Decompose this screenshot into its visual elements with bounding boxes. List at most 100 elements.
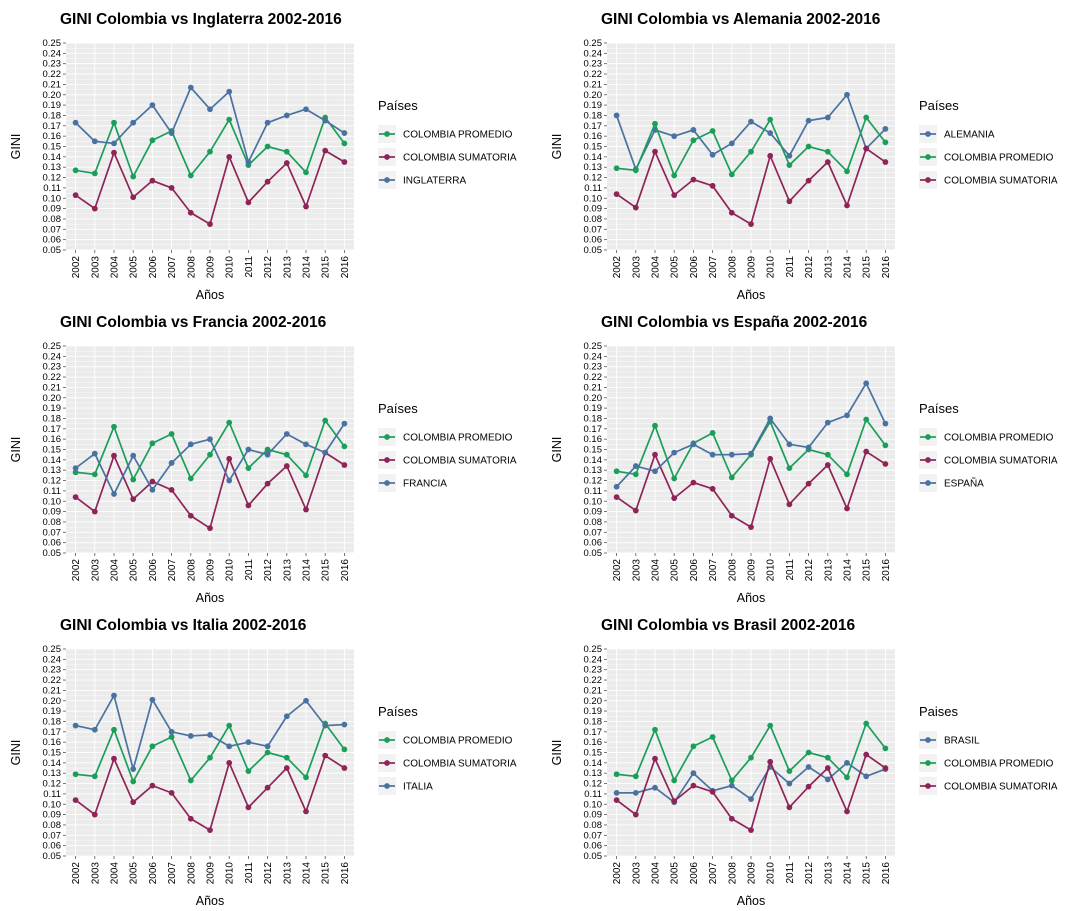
data-point (149, 743, 156, 750)
x-tick-label: 2005 (670, 862, 681, 885)
legend-title: Países (378, 98, 418, 113)
gini-line-chart: 0.050.060.070.080.090.100.110.120.130.14… (9, 617, 517, 908)
x-tick-label: 2015 (321, 256, 332, 279)
data-point (671, 777, 678, 784)
y-tick-label: 0.14 (43, 455, 62, 466)
legend-item-label: ALEMANIA (944, 130, 995, 141)
data-point (805, 177, 812, 184)
data-point (824, 451, 831, 458)
data-point (882, 442, 889, 449)
x-tick-label: 2005 (129, 862, 140, 885)
data-point (652, 468, 658, 475)
data-point (690, 479, 697, 486)
x-tick-label: 2015 (862, 559, 873, 582)
y-tick-label: 0.06 (584, 235, 603, 246)
data-point (111, 119, 117, 126)
data-point (130, 173, 137, 180)
y-tick-label: 0.20 (43, 393, 62, 404)
data-point (690, 770, 697, 777)
data-point (652, 120, 658, 127)
data-point (805, 117, 812, 124)
y-tick-label: 0.23 (584, 665, 603, 676)
data-point (207, 148, 213, 155)
y-tick-label: 0.08 (43, 820, 62, 831)
data-point (863, 416, 870, 423)
x-tick-label: 2011 (244, 862, 255, 884)
legend-key-point (384, 434, 390, 440)
data-point (226, 116, 233, 123)
legend-key-point (925, 480, 931, 486)
data-point (322, 417, 329, 424)
data-point (303, 472, 309, 479)
data-point (748, 118, 754, 125)
data-point (652, 726, 658, 733)
data-point (690, 743, 697, 750)
data-point (748, 221, 754, 228)
series-colombia-sumatoria (72, 147, 348, 228)
data-point (341, 443, 348, 450)
x-tick-label: 2014 (302, 559, 313, 582)
x-tick-label: 2012 (263, 862, 274, 885)
data-point (91, 170, 98, 177)
data-point (91, 471, 98, 478)
x-tick-label: 2008 (186, 862, 197, 885)
series-italia (72, 692, 348, 772)
legend: Países COLOMBIA PROMEDIO COLOMBIA SUMATORI… (378, 704, 517, 795)
y-tick-label: 0.18 (584, 716, 603, 727)
y-tick-label: 0.09 (43, 810, 62, 821)
data-point (207, 732, 213, 738)
y-tick-label: 0.07 (584, 527, 603, 538)
data-point (91, 773, 98, 780)
data-point (149, 478, 156, 485)
legend-title: Países (378, 401, 418, 416)
chart-title: GINI Colombia vs Brasil 2002-2016 (601, 617, 856, 634)
data-point (264, 743, 271, 750)
data-point (207, 436, 213, 443)
gini-line-chart: 0.050.060.070.080.090.100.110.120.130.14… (550, 11, 1058, 302)
x-tick-label: 2016 (881, 559, 892, 582)
data-point (168, 460, 175, 466)
data-point (786, 152, 793, 159)
data-point (767, 415, 774, 422)
data-point (149, 782, 156, 789)
legend-key-point (925, 131, 931, 137)
x-tick-label: 2014 (843, 256, 854, 279)
data-point (283, 148, 290, 155)
chart-title: GINI Colombia vs España 2002-2016 (601, 314, 868, 331)
data-point (111, 692, 117, 699)
y-tick-label: 0.06 (584, 841, 603, 852)
legend-key-point (925, 783, 931, 789)
x-axis-label: Años (737, 894, 766, 908)
y-tick-label: 0.09 (584, 810, 603, 821)
data-point (168, 734, 175, 740)
legend: Países COLOMBIA PROMEDIO COLOMBIA SUMATORI… (378, 401, 517, 492)
data-point (844, 808, 850, 815)
data-point (341, 765, 348, 771)
grid-lines (607, 648, 895, 857)
y-tick-label: 0.12 (43, 476, 62, 487)
y-tick-label: 0.08 (43, 214, 62, 225)
y-tick-label: 0.21 (43, 79, 62, 90)
data-point (824, 765, 831, 771)
y-tick-label: 0.13 (584, 162, 603, 173)
y-tick-label: 0.17 (584, 727, 603, 738)
data-point (283, 160, 290, 166)
x-tick-label: 2003 (631, 559, 642, 582)
y-tick-label: 0.08 (43, 517, 62, 528)
y-tick-label: 0.14 (584, 152, 603, 163)
y-tick-label: 0.24 (584, 654, 603, 665)
series-colombia-sumatoria (613, 448, 889, 531)
data-point (709, 430, 716, 436)
data-point (748, 827, 754, 834)
data-point (207, 525, 213, 532)
data-point (72, 771, 79, 778)
data-point (245, 768, 252, 775)
legend-key-point (384, 783, 390, 789)
data-point (283, 463, 290, 469)
data-point (303, 506, 309, 513)
data-point (130, 452, 137, 459)
data-point (341, 420, 348, 427)
y-tick-label: 0.07 (584, 224, 603, 235)
y-tick-label: 0.22 (43, 372, 62, 383)
data-point (91, 508, 98, 515)
